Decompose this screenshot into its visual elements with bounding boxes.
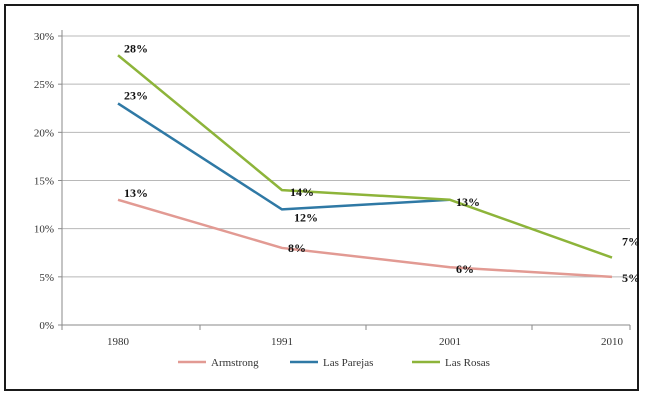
y-tick-label: 5%	[39, 272, 54, 284]
grid-lines	[62, 35, 630, 278]
y-tick-label: 25%	[34, 79, 54, 91]
data-label: 6%	[456, 262, 474, 276]
x-tick-label: 2010	[601, 336, 624, 348]
data-label: 12%	[294, 210, 318, 224]
data-label: 5%	[622, 271, 640, 285]
legend: Armstrong Las Parejas Las Rosas	[178, 357, 490, 369]
series-lines	[117, 54, 613, 279]
data-label: 8%	[288, 241, 306, 255]
y-tick-label: 0%	[39, 320, 54, 332]
legend-label: Las Rosas	[445, 357, 490, 369]
x-tick-label: 1980	[107, 336, 130, 348]
data-label: 23%	[124, 88, 148, 102]
legend-label: Armstrong	[211, 357, 259, 369]
legend-item: Las Parejas	[290, 357, 373, 369]
data-label: 13%	[124, 186, 148, 200]
series-line-armstrong	[117, 198, 613, 279]
y-tick-label: 10%	[34, 224, 54, 236]
legend-label: Las Parejas	[323, 357, 373, 369]
y-tick-label: 30%	[34, 31, 54, 43]
y-tick-label: 20%	[34, 127, 54, 139]
legend-item: Armstrong	[178, 357, 259, 369]
axes: 0% 5% 10% 15% 20% 25% 30% 1980 1991 2001 2010	[34, 30, 631, 348]
data-label: 7%	[622, 235, 640, 249]
series-line-las-rosas	[117, 54, 613, 259]
legend-item: Las Rosas	[412, 357, 490, 369]
data-labels: 13% 8% 6% 5% 23% 12% 28% 14% 13% 7%	[124, 41, 640, 285]
data-label: 13%	[456, 195, 480, 209]
data-label: 14%	[290, 185, 314, 199]
x-tick-label: 1991	[271, 336, 293, 348]
chart-frame	[4, 4, 639, 391]
x-tick-label: 2001	[439, 336, 461, 348]
data-label: 28%	[124, 41, 148, 55]
y-tick-label: 15%	[34, 176, 54, 188]
series-line-las-parejas	[117, 102, 451, 211]
